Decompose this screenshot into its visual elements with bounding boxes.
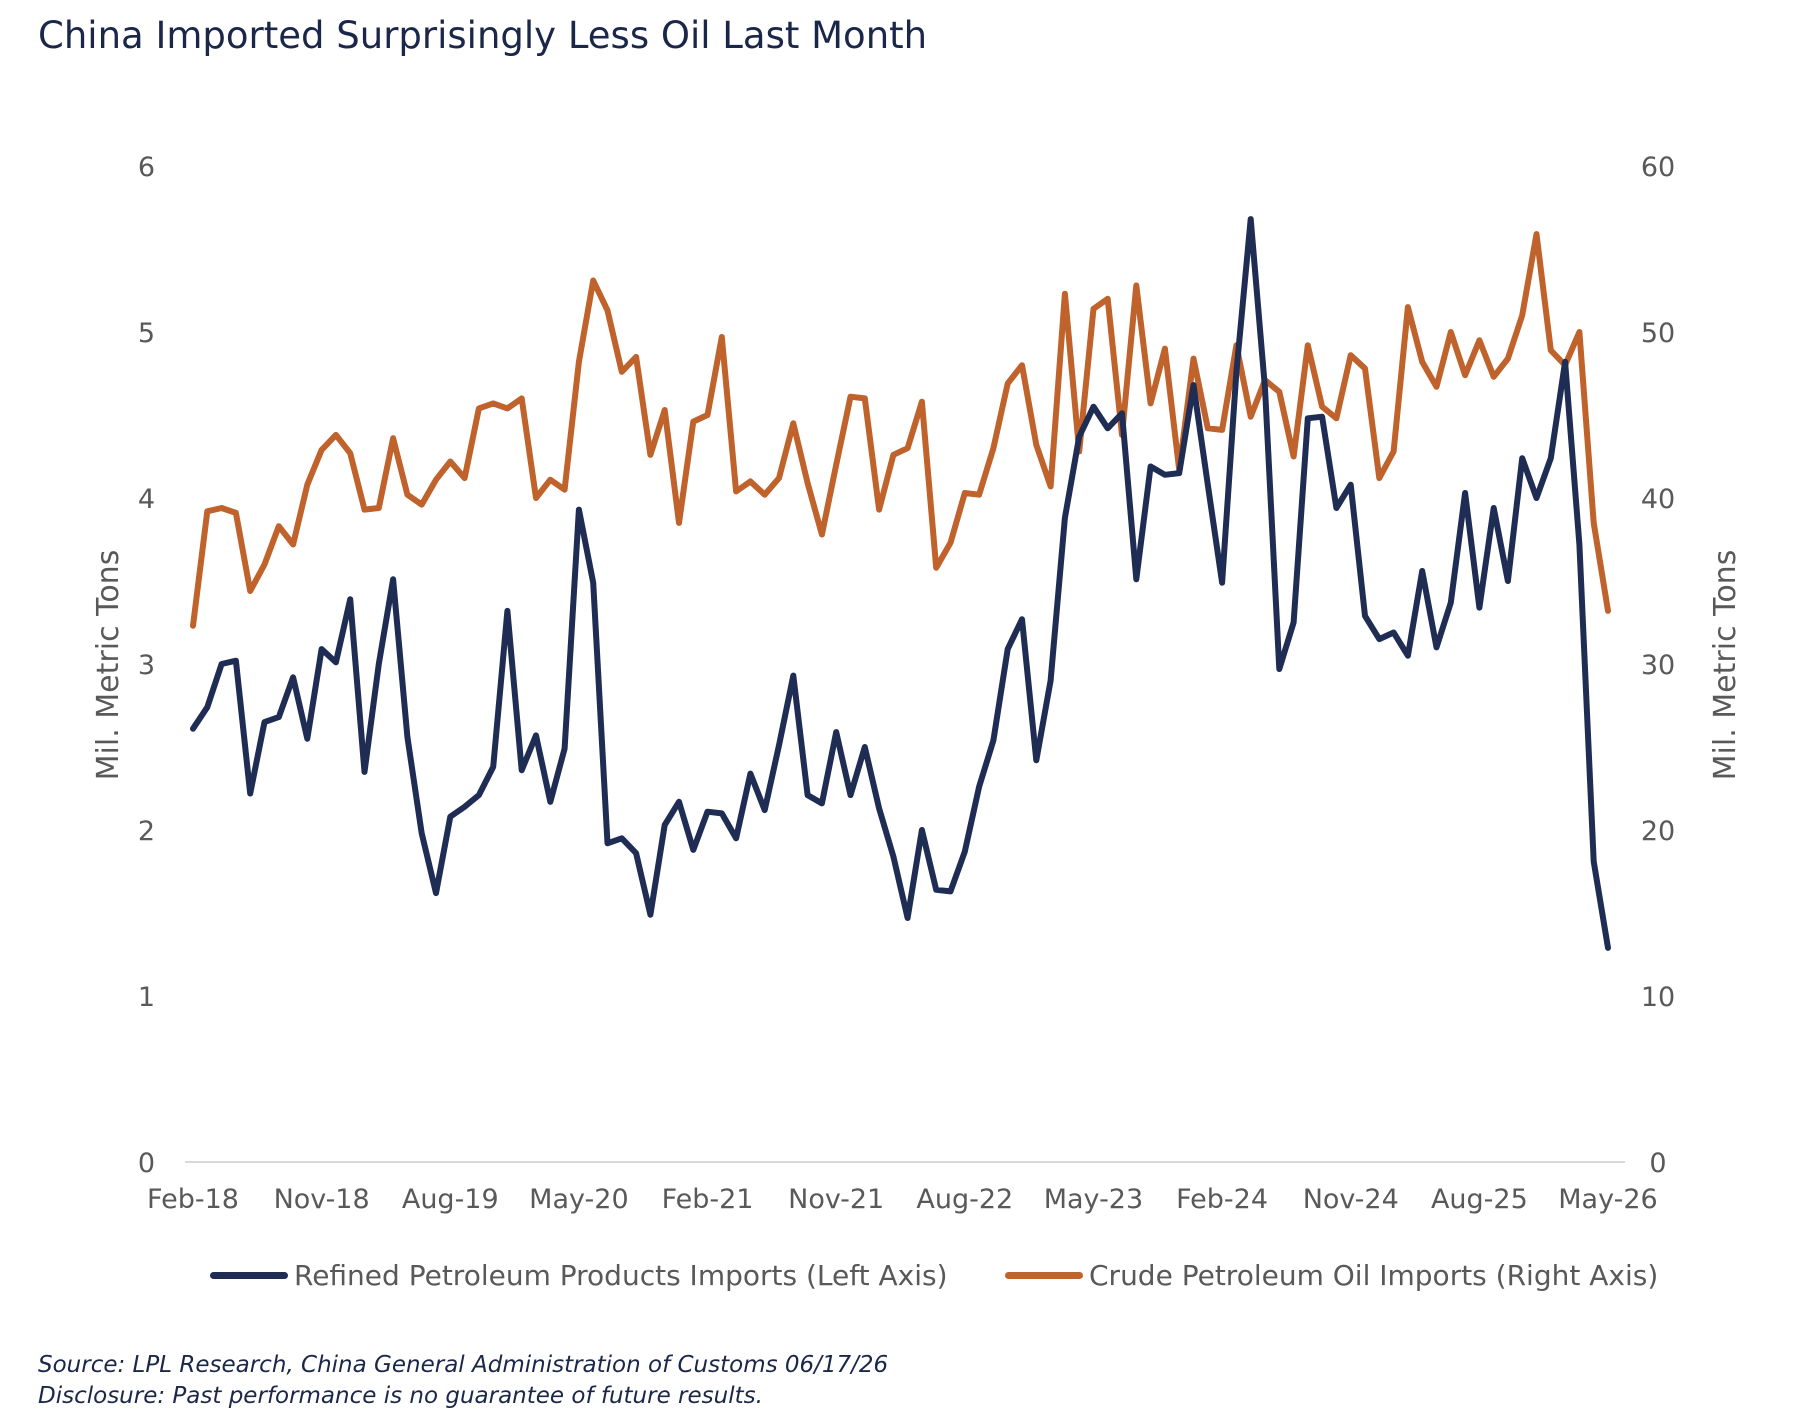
x-axis-tick-label: Aug-19 — [402, 1184, 499, 1215]
left-axis-tick-label: 4 — [138, 484, 155, 515]
legend-item-refined: Refined Petroleum Products Imports (Left… — [210, 1255, 948, 1295]
left-axis-title: Mil. Metric Tons — [91, 550, 126, 781]
right-axis-tick-label: 30 — [1641, 650, 1675, 681]
legend-label-refined: Refined Petroleum Products Imports (Left… — [294, 1258, 948, 1292]
left-axis-tick-label: 6 — [138, 152, 155, 183]
left-axis-tick-label: 0 — [138, 1148, 155, 1179]
x-axis-tick-label: May-26 — [1558, 1184, 1657, 1215]
legend-label-crude: Crude Petroleum Oil Imports (Right Axis) — [1089, 1258, 1659, 1292]
x-axis-tick-label: May-20 — [529, 1184, 628, 1215]
source-note: Source: LPL Research, China General Admi… — [38, 1352, 889, 1378]
right-axis-tick-label: 10 — [1641, 982, 1675, 1013]
x-axis-tick-label: Feb-24 — [1176, 1184, 1268, 1215]
footnotes: Source: LPL Research, China General Admi… — [38, 1350, 888, 1412]
x-axis-ticks: Feb-18 Nov-18 Aug-19 May-20 Feb-21 Nov-21 Aug-… — [147, 1184, 1658, 1215]
right-axis-tick-label: 50 — [1641, 318, 1675, 349]
right-axis-title: Mil. Metric Tons — [1708, 550, 1743, 781]
left-axis-tick-label: 1 — [138, 982, 155, 1013]
right-axis-tick-label: 0 — [1649, 1148, 1666, 1179]
x-axis-tick-label: Aug-25 — [1431, 1184, 1528, 1215]
left-axis-tick-label: 5 — [138, 318, 155, 349]
left-axis-ticks: 0 1 2 3 4 5 6 — [138, 152, 155, 1179]
left-axis-tick-label: 3 — [138, 650, 155, 681]
legend-swatch-refined — [210, 1271, 288, 1279]
x-axis-tick-label: Feb-18 — [147, 1184, 239, 1215]
left-axis-tick-label: 2 — [138, 816, 155, 847]
x-axis-tick-label: May-23 — [1044, 1184, 1143, 1215]
chart-title: China Imported Surprisingly Less Oil Las… — [38, 14, 928, 57]
x-axis-tick-label: Nov-18 — [274, 1184, 370, 1215]
disclosure-note: Disclosure: Past performance is no guara… — [38, 1383, 763, 1409]
x-axis-tick-label: Aug-22 — [916, 1184, 1013, 1215]
x-axis-tick-label: Feb-21 — [662, 1184, 754, 1215]
right-axis-tick-label: 20 — [1641, 816, 1675, 847]
x-axis-tick-label: Nov-24 — [1303, 1184, 1399, 1215]
legend-swatch-crude — [1005, 1271, 1083, 1279]
right-axis-tick-label: 60 — [1641, 152, 1675, 183]
x-axis-tick-label: Nov-21 — [788, 1184, 884, 1215]
legend-item-crude: Crude Petroleum Oil Imports (Right Axis) — [1005, 1255, 1658, 1295]
refined-products-series-line — [190, 216, 1611, 951]
crude-oil-series-line — [190, 231, 1611, 629]
right-axis-ticks: 0 10 20 30 40 50 60 — [1641, 152, 1675, 1179]
right-axis-tick-label: 40 — [1641, 484, 1675, 515]
